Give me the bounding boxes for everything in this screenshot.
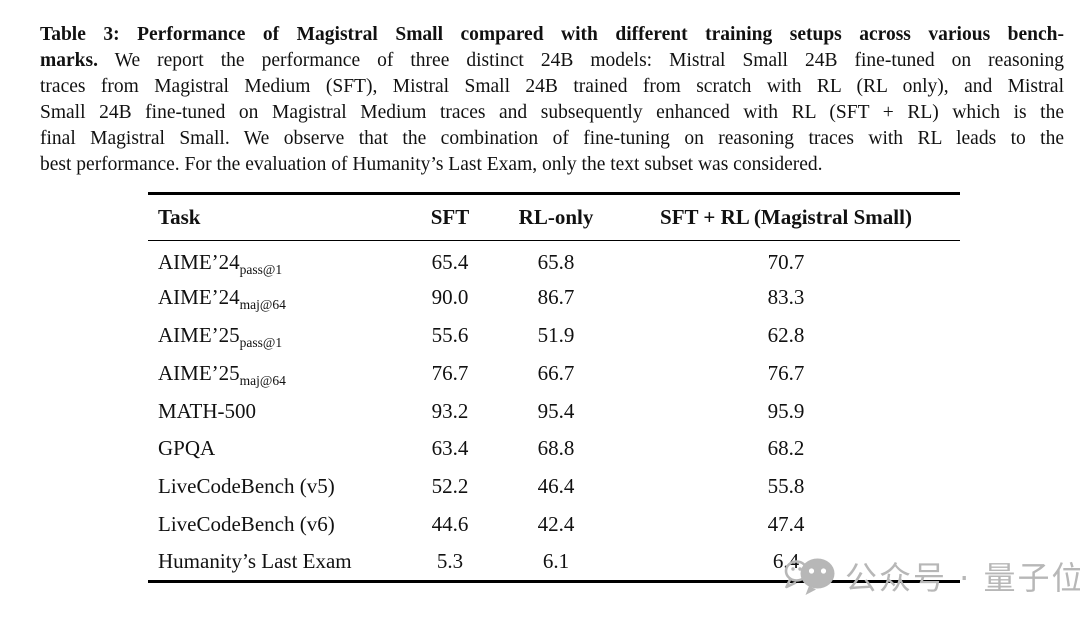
- table-row: LiveCodeBench (v6) 44.6 42.4 47.4: [148, 506, 960, 544]
- caption-line: Table 3: Performance of Magistral Small …: [40, 22, 1064, 48]
- task-name: LiveCodeBench (v5): [158, 474, 335, 499]
- caption-line: Small 24B fine-tuned on Magistral Medium…: [40, 100, 1064, 126]
- task-cell: LiveCodeBench (v6): [148, 506, 400, 544]
- task-name: AIME’24: [158, 284, 240, 309]
- col-header-task: Task: [148, 193, 400, 241]
- rl-only-value: 66.7: [537, 360, 575, 385]
- sft-rl-value: 68.2: [767, 436, 805, 461]
- task-cell: AIME’25pass@1: [148, 316, 400, 354]
- caption-line: traces from Magistral Medium (SFT), Mist…: [40, 74, 1064, 100]
- task-subscript: pass@1: [239, 262, 283, 278]
- table-row: LiveCodeBench (v5) 52.2 46.4 55.8: [148, 468, 960, 506]
- caption-bold-text: Table 3: Performance of Magistral Small …: [40, 24, 1064, 45]
- table-row: MATH-500 93.2 95.4 95.9: [148, 392, 960, 430]
- sft-value: 93.2: [431, 398, 469, 423]
- task-cell: GPQA: [148, 430, 400, 468]
- task-subscript: pass@1: [239, 334, 283, 350]
- col-header-sft-rl: SFT + RL (Magistral Small): [612, 193, 960, 241]
- sft-rl-value: 76.7: [767, 360, 805, 385]
- sft-value: 76.7: [431, 360, 469, 385]
- rl-only-value: 6.1: [542, 549, 570, 574]
- sft-rl-value: 55.8: [767, 474, 805, 499]
- watermark-text: 公众号 · 量子位: [845, 559, 1080, 597]
- sft-value: 5.3: [436, 549, 464, 574]
- task-cell: MATH-500: [148, 392, 400, 430]
- sft-value: 63.4: [431, 436, 469, 461]
- results-table-container: Task SFT RL-only SFT + RL (Magistral Sma…: [148, 192, 960, 584]
- task-subscript: maj@64: [239, 372, 286, 388]
- task-subscript: maj@64: [239, 296, 286, 312]
- caption-bold-text: marks.: [40, 50, 98, 71]
- rl-only-value: 86.7: [537, 284, 575, 309]
- caption-line: best performance. For the evaluation of …: [40, 152, 1064, 178]
- rl-only-value: 51.9: [537, 322, 575, 347]
- rl-only-value: 46.4: [537, 474, 575, 499]
- table-row: AIME’24pass@1 65.4 65.8 70.7: [148, 241, 960, 279]
- col-header-rl-only: RL-only: [500, 193, 612, 241]
- task-name: Humanity’s Last Exam: [158, 549, 352, 574]
- sft-rl-value: 70.7: [767, 250, 805, 275]
- table-caption: Table 3: Performance of Magistral Small …: [40, 22, 1064, 178]
- task-name: GPQA: [158, 436, 216, 461]
- caption-line: marks. We report the performance of thre…: [40, 48, 1064, 74]
- table-row: AIME’25pass@1 55.6 51.9 62.8: [148, 316, 960, 354]
- rl-only-value: 95.4: [537, 398, 575, 423]
- task-name: LiveCodeBench (v6): [158, 512, 335, 537]
- task-cell: AIME’24pass@1: [148, 241, 400, 279]
- caption-text: final Magistral Small. We observe that t…: [40, 128, 1064, 149]
- sft-rl-value: 62.8: [767, 322, 805, 347]
- task-name: AIME’24: [158, 250, 240, 275]
- caption-text: traces from Magistral Medium (SFT), Mist…: [40, 76, 1064, 97]
- caption-line: final Magistral Small. We observe that t…: [40, 126, 1064, 152]
- task-name: MATH-500: [158, 398, 256, 423]
- rl-only-value: 65.8: [537, 250, 575, 275]
- caption-text: We report the performance of three disti…: [97, 50, 1064, 71]
- wechat-speech-bubbles-icon: [784, 551, 836, 601]
- sft-rl-value: 95.9: [767, 398, 805, 423]
- sft-value: 90.0: [431, 284, 469, 309]
- table-header-row: Task SFT RL-only SFT + RL (Magistral Sma…: [148, 193, 960, 241]
- task-cell: AIME’24maj@64: [148, 278, 400, 316]
- task-cell: AIME’25maj@64: [148, 354, 400, 392]
- task-cell: LiveCodeBench (v5): [148, 468, 400, 506]
- task-name: AIME’25: [158, 322, 240, 347]
- rl-only-value: 68.8: [537, 436, 575, 461]
- sft-value: 55.6: [431, 322, 469, 347]
- watermark: 公众号 · 量子位: [784, 551, 1080, 601]
- sft-value: 44.6: [431, 512, 469, 537]
- rl-only-value: 42.4: [537, 512, 575, 537]
- sft-value: 65.4: [431, 250, 469, 275]
- caption-text: best performance. For the evaluation of …: [40, 154, 823, 175]
- sft-rl-value: 47.4: [767, 512, 805, 537]
- table-row: AIME’24maj@64 90.0 86.7 83.3: [148, 278, 960, 316]
- col-header-sft: SFT: [400, 193, 500, 241]
- table-row: AIME’25maj@64 76.7 66.7 76.7: [148, 354, 960, 392]
- caption-text: Small 24B fine-tuned on Magistral Medium…: [40, 102, 1064, 123]
- task-name: AIME’25: [158, 360, 240, 385]
- sft-rl-value: 83.3: [767, 284, 805, 309]
- table-row: Humanity’s Last Exam 5.3 6.1 6.4: [148, 544, 960, 582]
- sft-value: 52.2: [431, 474, 469, 499]
- table-row: GPQA 63.4 68.8 68.2: [148, 430, 960, 468]
- results-table: Task SFT RL-only SFT + RL (Magistral Sma…: [148, 192, 960, 584]
- task-cell: Humanity’s Last Exam: [148, 544, 400, 582]
